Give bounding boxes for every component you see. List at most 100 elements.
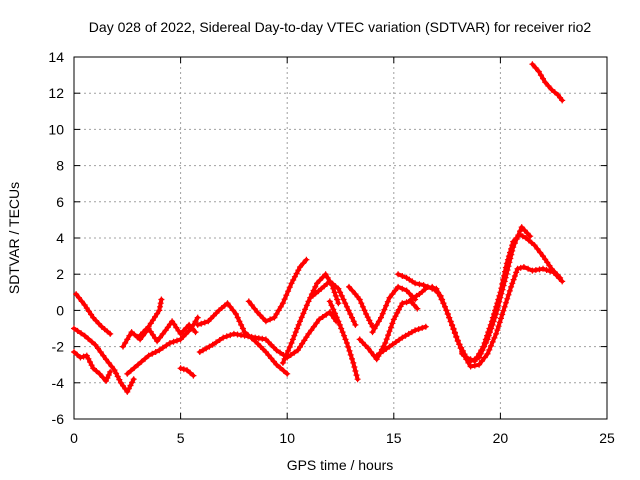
data-point bbox=[540, 75, 546, 82]
data-point bbox=[177, 330, 184, 337]
data-point bbox=[157, 300, 164, 307]
data-point bbox=[513, 236, 520, 243]
data-point bbox=[392, 287, 399, 294]
data-point bbox=[262, 349, 269, 355]
data-point bbox=[534, 245, 541, 252]
data-point bbox=[305, 298, 312, 305]
data-point bbox=[326, 298, 333, 305]
data-point bbox=[113, 370, 120, 377]
data-point bbox=[298, 314, 305, 321]
data-point bbox=[290, 277, 297, 283]
data-point bbox=[267, 316, 274, 323]
data-point bbox=[366, 317, 373, 324]
data-point bbox=[395, 306, 402, 313]
data-point bbox=[198, 320, 205, 327]
data-point bbox=[392, 339, 399, 346]
data-point bbox=[405, 330, 412, 337]
data-point bbox=[124, 370, 131, 377]
data-point bbox=[521, 227, 528, 234]
chart-title: Day 028 of 2022, Sidereal Day-to-day VTE… bbox=[89, 19, 592, 35]
data-point bbox=[399, 285, 406, 292]
data-point bbox=[498, 290, 505, 297]
data-point bbox=[285, 288, 292, 295]
y-tick-label: -2 bbox=[52, 339, 65, 355]
data-point bbox=[223, 333, 230, 340]
data-point bbox=[159, 344, 166, 351]
data-point bbox=[291, 332, 298, 339]
data-point bbox=[152, 313, 158, 320]
data-point bbox=[248, 302, 255, 308]
data-point bbox=[88, 362, 95, 369]
data-point bbox=[503, 270, 510, 277]
data-point bbox=[277, 349, 284, 356]
data-point bbox=[238, 321, 245, 328]
data-point bbox=[190, 372, 197, 379]
data-point bbox=[504, 295, 511, 302]
data-point bbox=[399, 300, 406, 307]
data-point bbox=[399, 273, 406, 279]
data-point bbox=[122, 340, 129, 346]
data-point bbox=[149, 317, 156, 324]
data-point bbox=[493, 311, 500, 317]
data-point bbox=[506, 259, 513, 266]
data-point bbox=[74, 351, 81, 358]
data-point bbox=[234, 314, 241, 321]
data-point bbox=[502, 299, 509, 306]
grid-layer bbox=[74, 57, 607, 419]
data-point bbox=[260, 346, 267, 353]
data-point bbox=[126, 332, 133, 339]
y-tick-label: 8 bbox=[56, 158, 64, 174]
data-point bbox=[336, 321, 343, 328]
data-point bbox=[406, 290, 413, 297]
data-point bbox=[411, 302, 418, 308]
data-point bbox=[422, 323, 429, 330]
data-point bbox=[87, 359, 93, 365]
data-point bbox=[88, 311, 95, 318]
data-point bbox=[476, 361, 483, 368]
data-point bbox=[361, 307, 368, 314]
data-point bbox=[129, 379, 136, 386]
data-point bbox=[489, 321, 496, 328]
y-tick-label: 2 bbox=[56, 266, 64, 282]
data-point bbox=[303, 302, 310, 309]
data-point bbox=[335, 285, 342, 292]
data-point bbox=[213, 310, 220, 317]
data-point bbox=[349, 287, 356, 294]
data-point bbox=[390, 316, 397, 323]
data-point bbox=[453, 334, 460, 341]
data-point bbox=[182, 330, 189, 337]
data-point bbox=[277, 303, 284, 310]
data-point bbox=[300, 260, 307, 267]
data-point bbox=[280, 367, 287, 374]
data-point bbox=[147, 320, 154, 327]
data-point bbox=[362, 342, 369, 349]
y-tick-label: 6 bbox=[56, 194, 64, 210]
data-point bbox=[511, 240, 518, 247]
data-point bbox=[495, 323, 502, 330]
data-point bbox=[316, 316, 323, 323]
data-point bbox=[137, 331, 144, 338]
data-point bbox=[174, 337, 180, 344]
data-point bbox=[169, 318, 176, 325]
x-tick-label: 15 bbox=[386, 430, 402, 446]
data-point bbox=[499, 311, 506, 318]
data-point bbox=[395, 271, 402, 278]
data-point bbox=[157, 303, 163, 310]
data-point bbox=[352, 321, 359, 328]
data-point bbox=[381, 306, 388, 313]
data-point bbox=[540, 265, 546, 272]
data-point bbox=[496, 319, 503, 326]
data-point bbox=[294, 347, 301, 354]
data-point bbox=[201, 319, 208, 326]
data-point bbox=[301, 337, 308, 344]
data-point bbox=[170, 338, 177, 345]
data-point bbox=[346, 283, 352, 290]
data-point bbox=[489, 338, 496, 345]
data-point bbox=[149, 331, 156, 338]
data-point bbox=[511, 273, 518, 279]
data-point bbox=[224, 300, 231, 307]
data-point bbox=[532, 64, 539, 71]
y-tick-label: -6 bbox=[52, 411, 65, 427]
data-point bbox=[488, 342, 494, 349]
data-point bbox=[283, 292, 290, 299]
